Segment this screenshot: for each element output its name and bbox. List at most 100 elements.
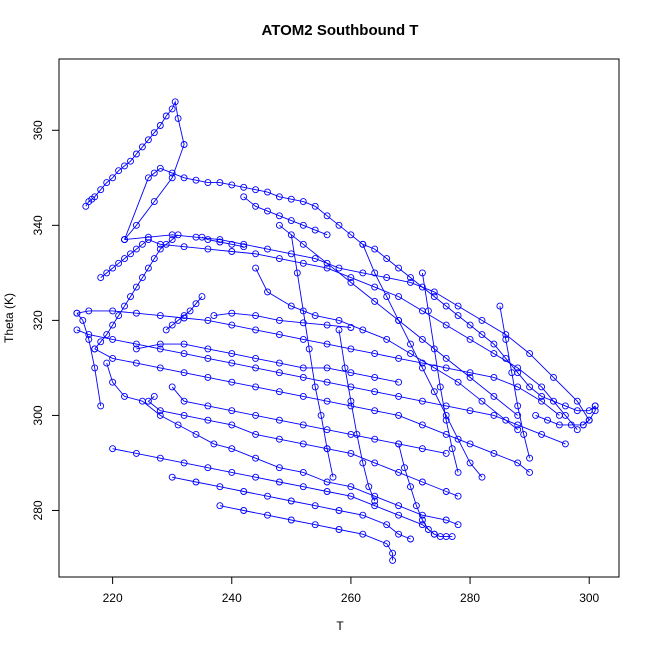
data-point [299,364,307,372]
data-point [371,492,379,500]
data-point [526,454,534,462]
data-point [168,169,176,177]
data-point [138,397,146,405]
data-point [442,449,450,457]
series-line [124,234,590,426]
data-point [347,383,355,391]
data-point [109,321,117,329]
data-point [192,176,200,184]
x-axis: 220 240 260 280 300 [103,576,600,605]
series-line [94,234,179,350]
data-point [311,226,319,234]
data-point [466,335,474,343]
data-point [323,340,331,348]
data-point [228,240,236,248]
data-point [359,530,367,538]
series-track [216,502,397,564]
data-point [204,416,212,424]
y-tick-label: 320 [31,310,45,330]
data-point [127,293,134,301]
data-point [514,459,522,467]
data-point [228,378,236,386]
data-point [240,193,248,201]
data-point [132,245,140,253]
data-point [418,445,426,453]
data-point [103,269,111,277]
data-point [442,354,450,362]
data-point [573,407,581,415]
series-line [100,239,578,430]
data-point [228,407,236,415]
data-point [430,293,438,301]
data-point [192,430,200,438]
data-point [252,354,260,362]
data-point [252,364,260,372]
data-point [323,478,331,486]
data-point [192,300,200,308]
data-point [228,468,236,476]
data-point [573,426,581,434]
data-point [168,383,176,391]
data-point [91,364,99,372]
data-point [466,321,474,329]
data-point [430,288,438,296]
data-point [502,335,510,343]
data-point [359,511,367,519]
data-point [156,240,164,248]
data-point [264,511,271,519]
data-point [395,511,403,519]
data-point [204,402,212,410]
data-point [335,264,343,272]
data-point [162,326,170,334]
data-point [198,233,206,241]
data-point [216,236,224,244]
data-point [395,392,403,400]
data-point [275,388,283,396]
y-tick-label: 360 [31,120,45,140]
data-point [293,269,301,277]
series-layer [73,98,599,564]
data-point [240,507,248,514]
data-point [299,307,307,315]
data-point [496,302,504,310]
series-line [535,405,596,426]
data-point [371,245,379,253]
data-point [407,278,414,286]
data-point [591,402,599,410]
data-point [204,354,212,362]
data-point [287,217,295,225]
data-point [216,483,224,491]
data-point [132,150,140,158]
data-point [180,411,188,419]
data-point [347,345,355,353]
data-point [371,502,379,510]
plot-frame [58,58,620,578]
data-point [514,411,522,419]
data-point [424,307,432,315]
data-point [115,167,123,175]
data-point [454,302,462,310]
series-line [243,196,328,236]
data-point [454,378,462,386]
data-point [252,186,260,194]
series-line [219,505,394,561]
data-point [323,378,331,386]
data-point [275,464,283,472]
data-point [442,302,450,310]
x-tick-label: 220 [103,591,123,605]
data-point [171,98,179,106]
data-point [299,221,307,229]
data-point [490,373,498,381]
x-axis-label: T [336,619,344,633]
data-point [204,373,212,381]
data-point [132,309,140,317]
data-point [335,507,343,514]
data-point [383,293,391,301]
series-track [168,473,414,543]
data-point [395,354,403,362]
x-tick-label: 280 [460,591,480,605]
data-point [168,473,176,481]
data-point [579,421,587,429]
data-point [299,259,307,267]
data-point [448,533,456,541]
